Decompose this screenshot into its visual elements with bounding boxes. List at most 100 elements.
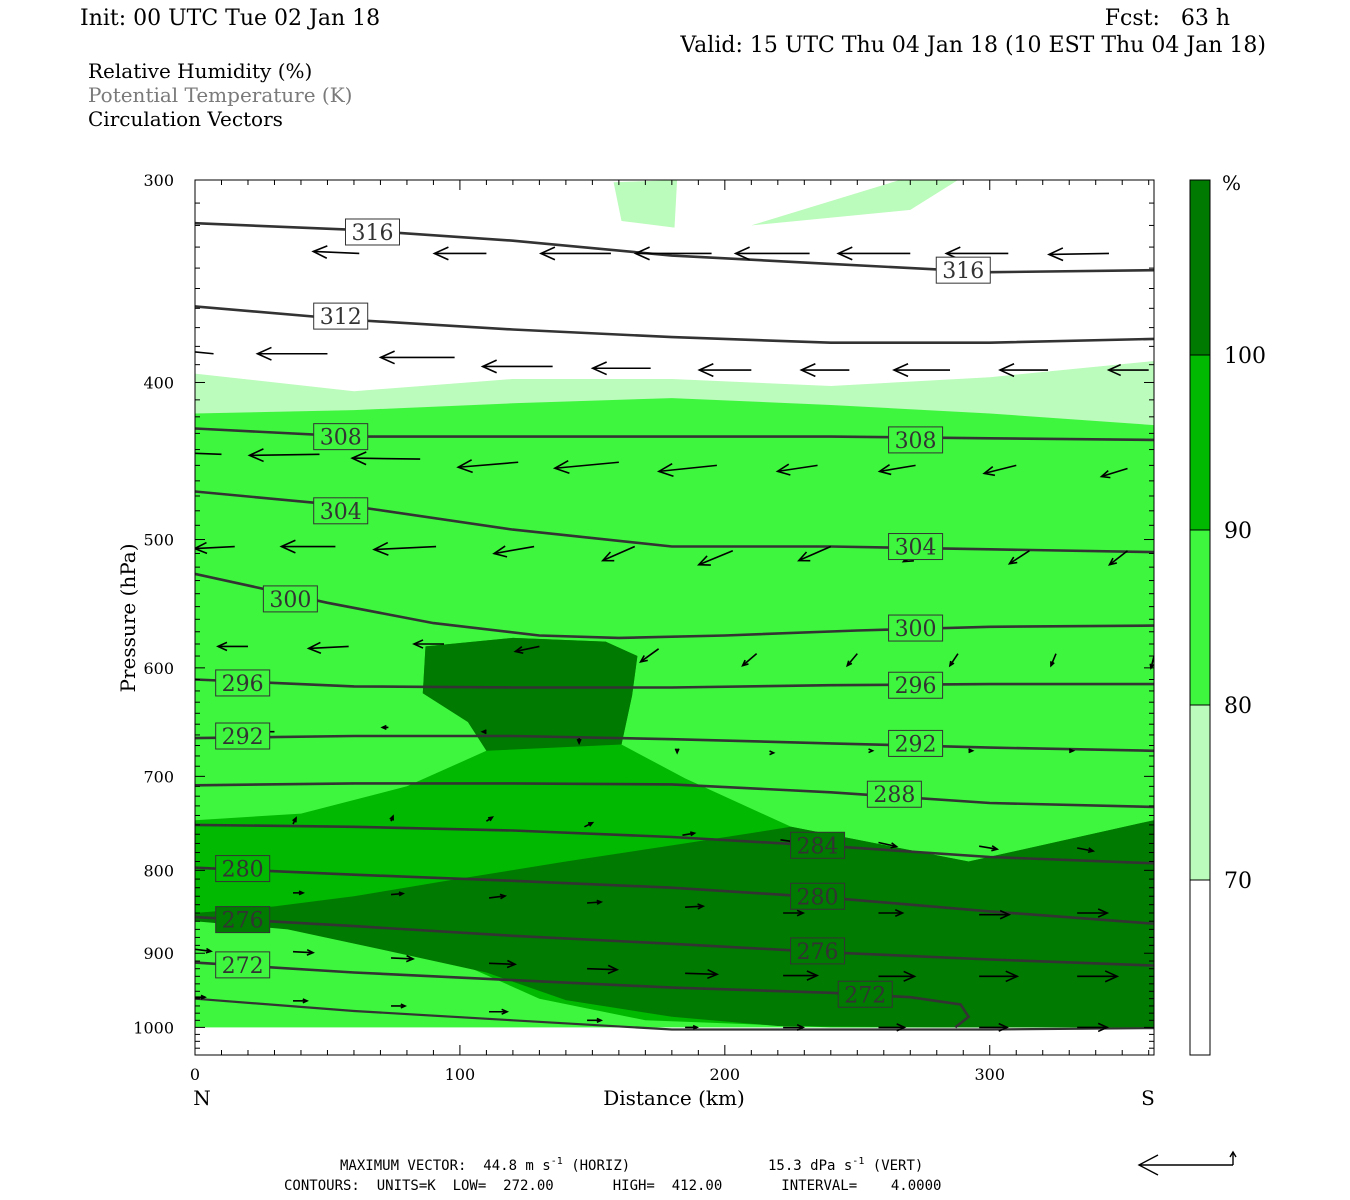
y-tick-label: 400 — [143, 373, 174, 392]
contour-label-296: 296 — [888, 671, 944, 699]
contour-label-box — [790, 882, 846, 910]
contour-label-text: 308 — [320, 426, 362, 451]
vector-head — [697, 903, 706, 910]
circulation-vector — [513, 645, 540, 654]
vector-head — [674, 748, 680, 755]
contour-label-280: 280 — [215, 855, 271, 883]
circulation-vector — [979, 1022, 1010, 1032]
circulation-vector — [255, 346, 328, 361]
circulation-vector — [783, 1023, 806, 1031]
contour-label-text: 300 — [269, 588, 311, 613]
contour-label-292: 292 — [888, 729, 944, 757]
vector-shaft — [390, 892, 404, 896]
circulation-vector — [979, 845, 1000, 852]
circulation-vector — [769, 750, 776, 756]
vector-head — [797, 551, 811, 562]
circulation-vector — [378, 350, 455, 365]
contour-label-box — [344, 218, 400, 246]
vector-head — [982, 466, 996, 477]
vector-shaft — [587, 901, 602, 904]
vector-shaft — [352, 457, 421, 460]
vector-head — [378, 350, 395, 365]
circulation-vector — [877, 464, 916, 476]
circulation-vector — [797, 545, 832, 562]
vector-shaft — [458, 461, 519, 469]
vector-head — [480, 729, 487, 735]
circulation-vector — [1077, 1022, 1110, 1033]
vector-shaft — [515, 645, 540, 653]
colorbar-label: 90 — [1224, 519, 1252, 544]
colorbar-segment — [1190, 530, 1210, 705]
contour-label-text: 316 — [351, 221, 393, 246]
contour-label-text: 276 — [797, 940, 839, 965]
contour-label-text: 272 — [222, 954, 264, 979]
vector-head — [639, 655, 648, 663]
vector-head — [697, 363, 714, 378]
circulation-vector — [633, 246, 712, 261]
contour-label-box — [313, 423, 369, 451]
circulation-vector — [247, 448, 320, 463]
theta-contour-288 — [195, 782, 1154, 809]
circulation-vector — [783, 909, 806, 917]
title-potential-temperature: Potential Temperature (K) — [88, 83, 352, 107]
circulation-vector — [696, 549, 734, 566]
circulation-vector — [195, 351, 214, 355]
vector-head — [707, 968, 720, 980]
vector-shaft — [682, 832, 695, 836]
vector-head — [846, 660, 853, 668]
contour-label-296: 296 — [215, 669, 271, 697]
vector-shaft — [1048, 252, 1109, 256]
contour-label-box — [888, 729, 944, 757]
vector-head — [890, 842, 899, 849]
y-tick-label: 700 — [143, 767, 174, 786]
circulation-vector — [685, 903, 706, 910]
contour-label-text: 304 — [895, 536, 937, 561]
circulation-vector — [1106, 363, 1149, 377]
vector-head — [796, 1023, 806, 1031]
vector-head — [896, 1023, 907, 1032]
vector-head — [1007, 556, 1018, 565]
circulation-vector — [590, 361, 651, 376]
vector-shaft — [1050, 653, 1057, 666]
vector-head — [247, 448, 264, 463]
contour-label-280: 280 — [790, 882, 846, 910]
theta-contour-276 — [195, 915, 1154, 967]
vector-head — [292, 816, 297, 823]
vector-head — [195, 541, 208, 555]
circulation-vector — [656, 462, 717, 477]
contour-label-box — [313, 497, 369, 525]
vector-head — [769, 750, 776, 756]
circulation-vector — [391, 1003, 407, 1009]
vector-shaft — [374, 545, 437, 551]
theta-contour-292 — [195, 734, 1154, 753]
circulation-vector — [685, 968, 720, 980]
vector-head — [480, 359, 497, 374]
vector-shaft — [685, 972, 718, 976]
vector-shaft — [1109, 550, 1128, 566]
vector-head — [1047, 247, 1064, 262]
colorbar-segment — [1190, 355, 1210, 530]
theta-contour-284 — [195, 823, 1154, 865]
contour-label-text: 308 — [895, 429, 937, 454]
vector-head — [163, 239, 174, 248]
y-tick-label: 1000 — [133, 1018, 174, 1037]
circulation-vector — [836, 246, 911, 261]
vector-head — [1099, 469, 1111, 479]
contour-label-box — [888, 671, 944, 699]
circulation-vector — [412, 639, 445, 649]
contour-label-text: 284 — [797, 834, 839, 859]
vector-head — [513, 646, 524, 654]
vector-head — [998, 1022, 1010, 1032]
title-circulation-vectors: Circulation Vectors — [88, 107, 283, 131]
circulation-vector — [775, 463, 818, 476]
contour-label-308: 308 — [313, 423, 369, 451]
contour-info: CONTOURS: UNITS=K LOW= 272.00 HIGH= 412.… — [284, 1178, 941, 1194]
contour-label-text: 280 — [797, 885, 839, 910]
vector-head — [1097, 908, 1110, 918]
vector-shaft — [878, 841, 897, 848]
colorbar-label: 100 — [1224, 344, 1266, 369]
vector-shaft — [493, 545, 535, 555]
vector-head — [200, 994, 207, 1000]
vector-shaft — [391, 957, 414, 960]
vector-head — [596, 899, 604, 905]
